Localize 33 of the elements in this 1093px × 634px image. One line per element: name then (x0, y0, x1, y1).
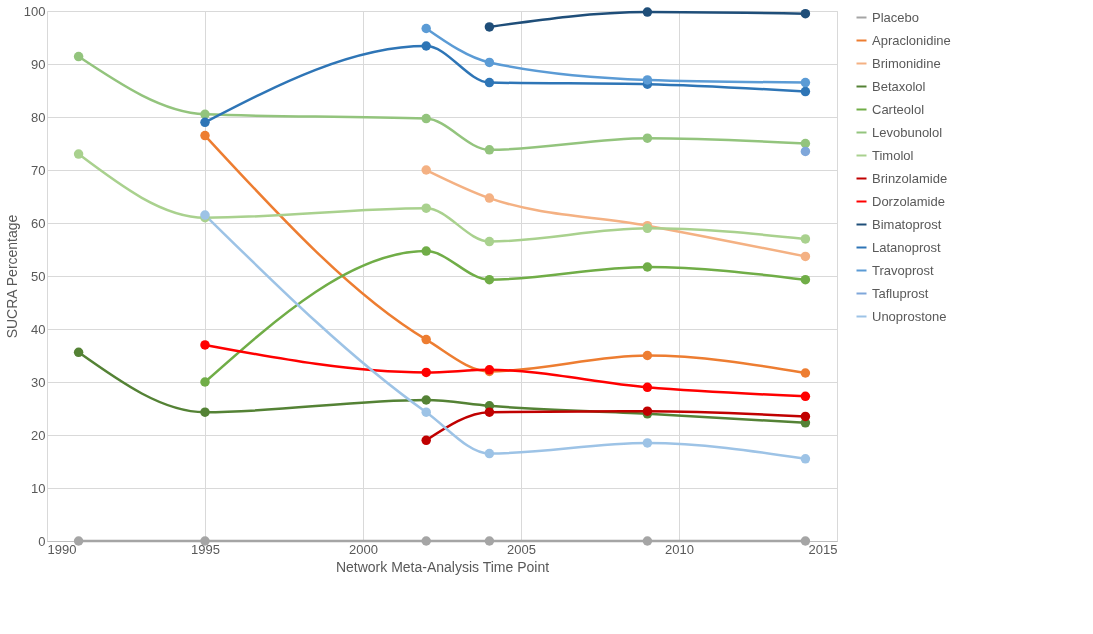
legend-label: Brimonidine (872, 55, 941, 71)
legend-label: Betaxolol (872, 78, 926, 94)
y-tick-label: 80 (31, 109, 46, 125)
legend-label: Bimatoprost (872, 216, 942, 232)
y-tick-label: 20 (31, 427, 46, 443)
y-tick-label: 70 (31, 162, 46, 178)
legend-label: Travoprost (872, 262, 935, 278)
y-tick-label: 40 (31, 321, 46, 337)
x-tick-label: 2005 (507, 541, 536, 557)
y-tick-label: 60 (31, 215, 46, 231)
legend-label: Carteolol (872, 101, 925, 117)
legend-label: Latanoprost (872, 239, 942, 255)
y-tick-label: 10 (31, 480, 46, 496)
x-tick-label: 2010 (665, 541, 694, 557)
legend-label: Tafluprost (872, 285, 929, 301)
x-tick-label: 1995 (191, 541, 220, 557)
legend-label: Levobunolol (872, 124, 943, 140)
x-tick-label: 1990 (47, 541, 77, 557)
y-tick-label: 30 (31, 374, 46, 390)
x-tick-label: 2015 (808, 541, 838, 557)
y-tick-label: 100 (23, 3, 46, 19)
legend-label: Placebo (872, 9, 919, 25)
x-tick-label: 2000 (349, 541, 378, 557)
y-axis-title: SUCRA Percentage (3, 214, 20, 339)
y-tick-label: 90 (31, 56, 46, 72)
legend-label: Brinzolamide (872, 170, 948, 186)
legend-label: Unoprostone (872, 308, 947, 324)
legend-label: Timolol (872, 147, 914, 163)
legend-label: Apraclonidine (872, 32, 951, 48)
x-axis-title: Network Meta-Analysis Time Point (335, 558, 550, 575)
legend-label: Dorzolamide (872, 193, 945, 209)
y-tick-label: 0 (38, 533, 46, 549)
y-tick-label: 50 (31, 268, 46, 284)
